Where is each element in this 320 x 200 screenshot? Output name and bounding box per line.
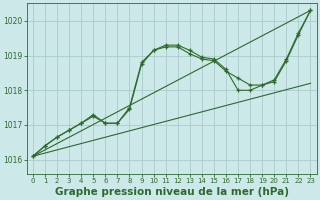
- X-axis label: Graphe pression niveau de la mer (hPa): Graphe pression niveau de la mer (hPa): [55, 187, 289, 197]
